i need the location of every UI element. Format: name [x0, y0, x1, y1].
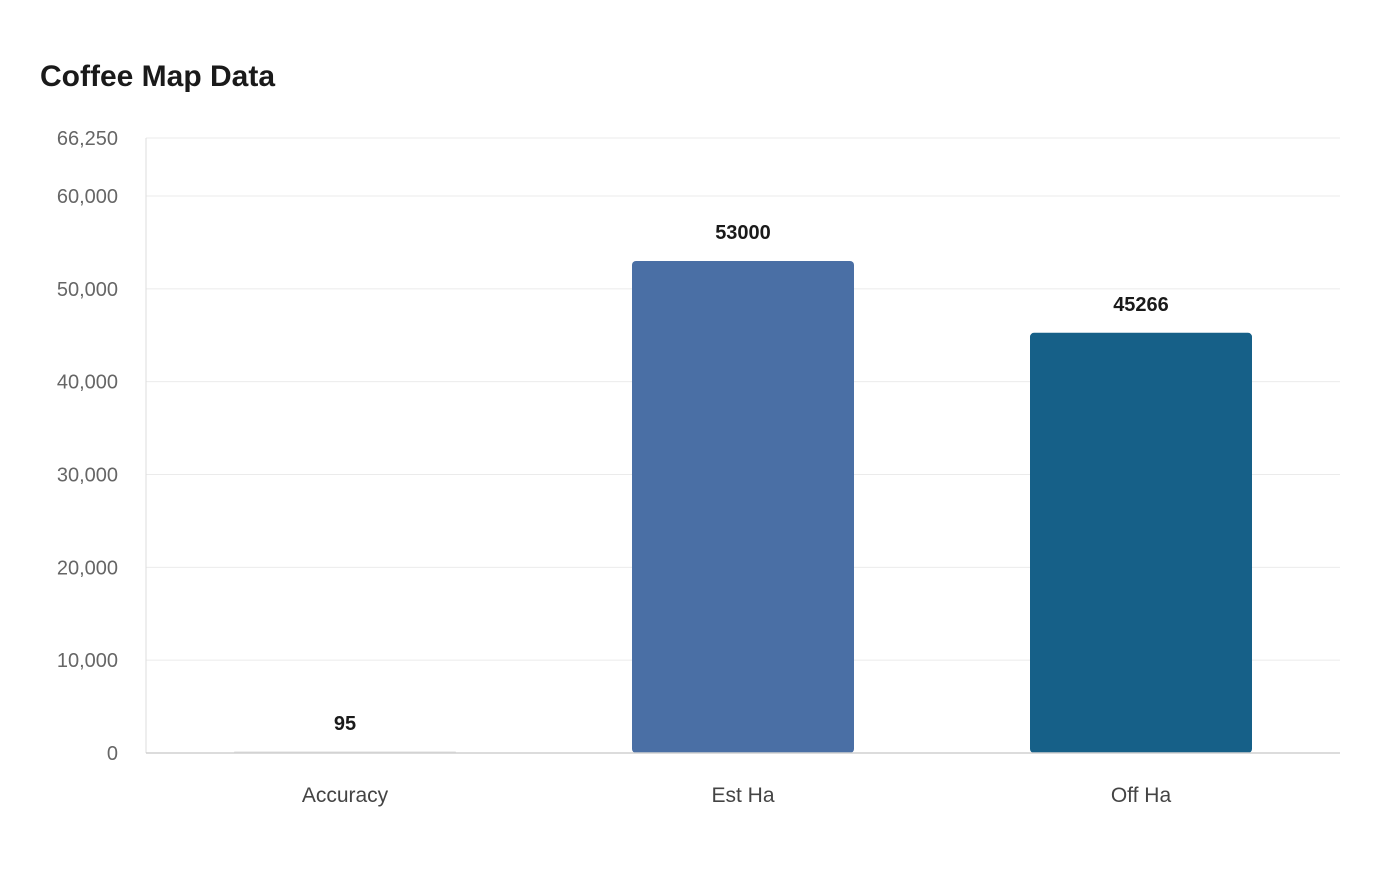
y-tick-label: 60,000	[57, 186, 118, 208]
bar-off-ha	[1030, 332, 1252, 753]
y-tick-label: 66,250	[57, 128, 118, 150]
y-tick-label: 20,000	[57, 557, 118, 579]
data-label: 53000	[715, 222, 771, 244]
data-label: 45266	[1113, 294, 1169, 316]
x-tick-label: Est Ha	[711, 784, 774, 807]
y-tick-label: 40,000	[57, 372, 118, 394]
x-tick-label: Accuracy	[302, 784, 389, 807]
y-tick-label: 0	[107, 743, 118, 765]
chart-title: Coffee Map Data	[40, 60, 276, 93]
x-tick-label: Off Ha	[1111, 784, 1172, 807]
bar-est-ha	[632, 261, 854, 753]
y-tick-label: 50,000	[57, 279, 118, 301]
y-tick-label: 10,000	[57, 650, 118, 672]
data-label: 95	[334, 713, 356, 735]
y-tick-label: 30,000	[57, 465, 118, 487]
